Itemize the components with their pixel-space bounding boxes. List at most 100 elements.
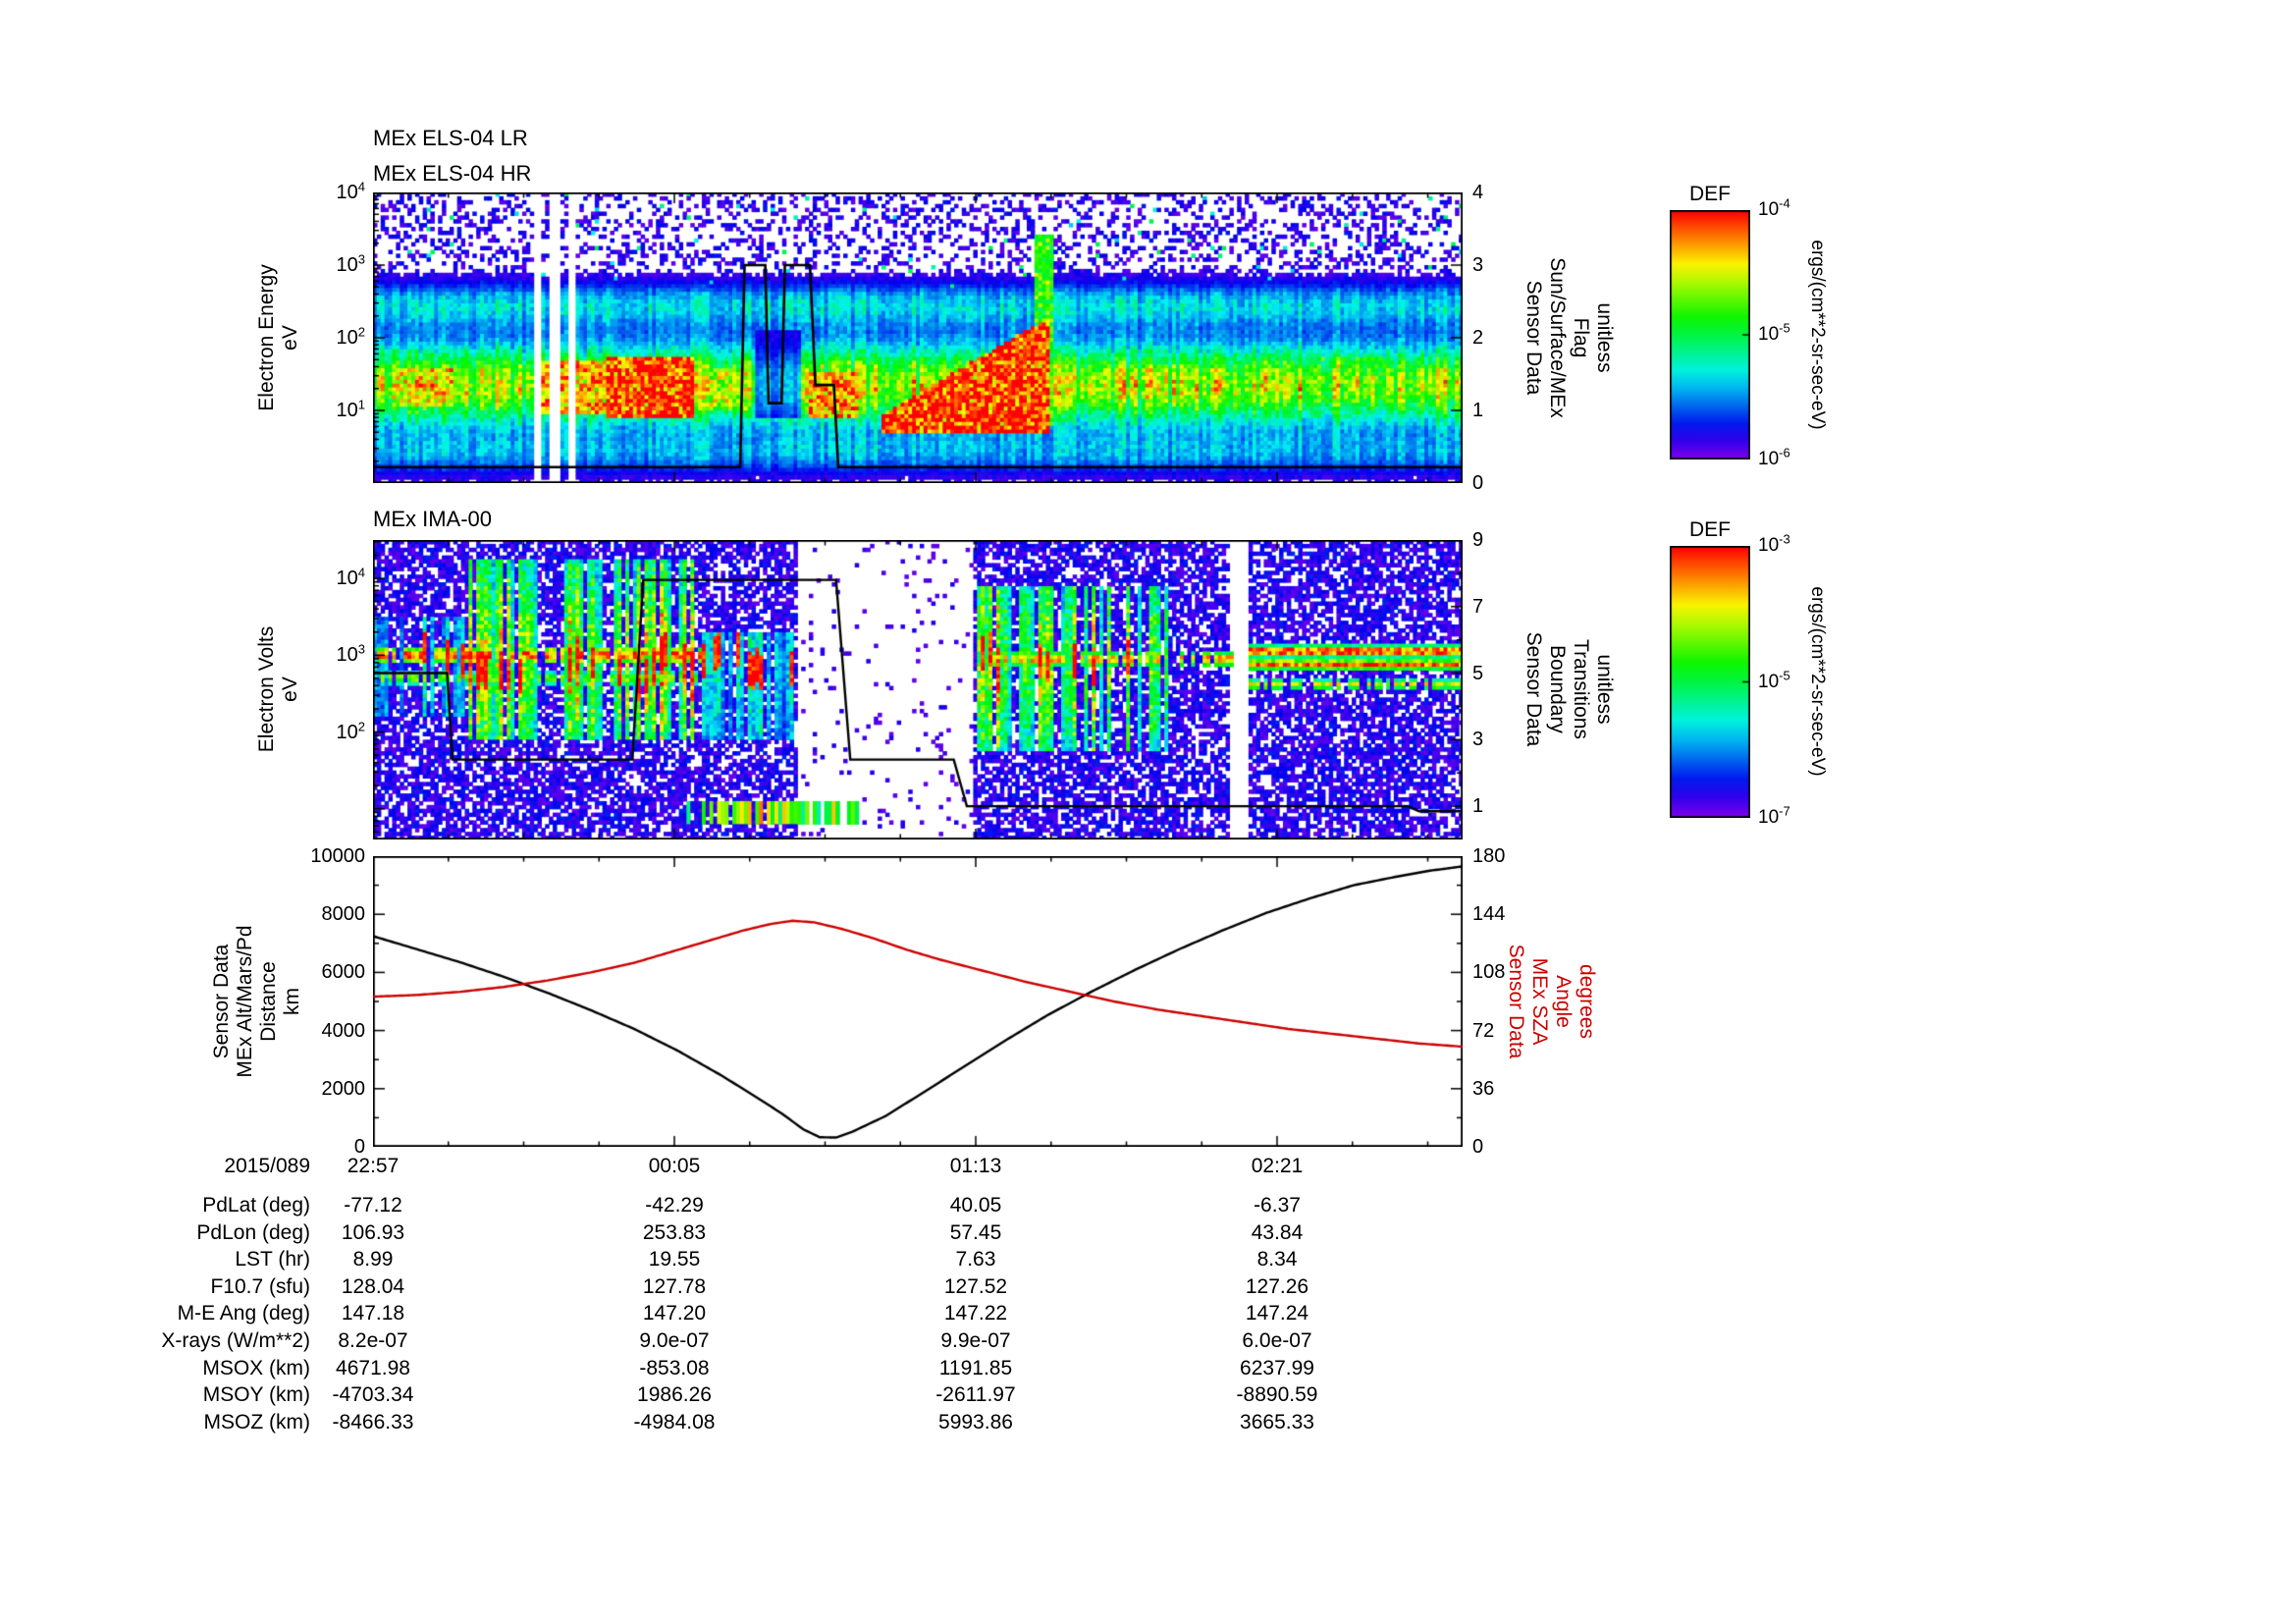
- els-y-tick-label: 103: [336, 251, 365, 276]
- table-cell: 147.18: [341, 1302, 405, 1325]
- els-y-axis-label-line: eV: [279, 325, 301, 351]
- sza-tick-label: 0: [1472, 1136, 1484, 1158]
- ima-spectrogram-canvas: [373, 540, 1463, 839]
- table-cell: 4671.98: [336, 1356, 410, 1380]
- sza-tick-label: 108: [1472, 961, 1506, 984]
- ima-y-axis-label-line: eV: [279, 676, 301, 702]
- table-cell: 147.24: [1245, 1302, 1309, 1325]
- els-colorbar-title: DEF: [1689, 183, 1731, 205]
- ima-colorbar: [1670, 546, 1750, 818]
- ima-right-axis-label-line: unitless: [1593, 654, 1616, 725]
- time-tick-label: 01:13: [949, 1155, 1002, 1177]
- table-cell: -8890.59: [1236, 1383, 1318, 1407]
- table-cell: 147.20: [642, 1302, 707, 1325]
- els-spectrogram-canvas: [373, 192, 1463, 483]
- table-cell: 57.45: [949, 1220, 1002, 1244]
- time-tick-label: 02:21: [1251, 1155, 1304, 1177]
- els-y-tick-label: 101: [336, 397, 365, 421]
- time-tick-label: 00:05: [648, 1155, 701, 1177]
- table-row-label: PdLat (deg): [202, 1194, 310, 1217]
- ima-colorbar-unit-text: ergs/(cm**2-sr-sec-eV): [1807, 586, 1828, 777]
- colorbar-tick-label: 10-3: [1758, 531, 1790, 556]
- table-row-label: M-E Ang (deg): [177, 1302, 310, 1325]
- table-cell: 5993.86: [938, 1410, 1013, 1434]
- table-cell: -77.12: [344, 1194, 402, 1217]
- table-row-label: F10.7 (sfu): [210, 1274, 310, 1298]
- table-cell: -853.08: [639, 1356, 710, 1380]
- table-cell: 1986.26: [637, 1383, 712, 1407]
- ephemeris-right-axis-label-line: MEx SZA: [1528, 957, 1551, 1046]
- table-cell: 8.99: [352, 1248, 394, 1271]
- table-cell: 9.9e-07: [940, 1329, 1011, 1352]
- table-cell: 7.63: [955, 1248, 996, 1271]
- els-flag-tick-label: 2: [1472, 327, 1484, 349]
- sza-tick-label: 72: [1472, 1019, 1495, 1042]
- time-tick-label: 22:57: [347, 1155, 400, 1177]
- ephemeris-left-axis-label-line: MEx Alt/Mars/Pd: [234, 925, 256, 1078]
- table-cell: 8.2e-07: [338, 1329, 408, 1352]
- table-cell: 127.52: [943, 1274, 1008, 1298]
- els-flag-tick-label: 1: [1472, 400, 1484, 421]
- table-row-label: LST (hr): [235, 1248, 310, 1271]
- els-y-axis-label-line: Electron Energy: [255, 264, 278, 411]
- table-cell: 6237.99: [1240, 1356, 1314, 1380]
- table-cell: -2611.97: [935, 1383, 1016, 1407]
- els-right-axis-label-line: Sensor Data: [1522, 280, 1545, 396]
- ima-colorbar-unit-label: ergs/(cm**2-sr-sec-eV): [1805, 586, 1829, 776]
- ima-y-tick-label: 104: [336, 565, 365, 590]
- els-right-axis-label-line: unitless: [1593, 302, 1616, 373]
- colorbar-tick-label: 10-6: [1758, 445, 1790, 469]
- table-cell: -6.37: [1254, 1194, 1301, 1217]
- ima-right-axis-label: Sensor Data Boundary Transitions unitles…: [1522, 632, 1616, 747]
- table-row-label: MSOZ (km): [203, 1410, 310, 1434]
- els-panel-title-lr: MEx ELS-04 LR: [373, 126, 528, 150]
- table-cell: 147.22: [943, 1302, 1008, 1325]
- ima-right-axis-label-line: Sensor Data: [1522, 631, 1545, 747]
- els-y-tick-label: 104: [336, 179, 365, 203]
- els-y-tick-label: 102: [336, 324, 365, 349]
- altitude-tick-label: 6000: [321, 961, 366, 984]
- ima-right-axis-label-line: Boundary: [1546, 645, 1569, 733]
- altitude-tick-label: 2000: [321, 1077, 366, 1100]
- ephemeris-right-axis-label-line: Sensor Data: [1505, 944, 1527, 1059]
- table-cell: -4703.34: [332, 1383, 414, 1407]
- ima-boundary-tick-label: 5: [1472, 662, 1484, 684]
- table-cell: 253.83: [642, 1220, 707, 1244]
- ima-y-axis-label-line: Electron Volts: [255, 625, 278, 753]
- table-cell: 1191.85: [938, 1356, 1013, 1380]
- table-cell: 3665.33: [1240, 1410, 1314, 1434]
- ephemeris-right-axis-label-line: Angle: [1552, 975, 1575, 1028]
- ephemeris-left-axis-label-line: Distance: [257, 961, 280, 1042]
- table-cell: 106.93: [341, 1220, 405, 1244]
- table-cell: 127.26: [1245, 1274, 1309, 1298]
- ima-boundary-tick-label: 3: [1472, 729, 1484, 751]
- table-cell: 19.55: [648, 1248, 701, 1271]
- ephemeris-left-axis-label: Sensor Data MEx Alt/Mars/Pd Distance km: [210, 925, 304, 1077]
- altitude-tick-label: 10000: [310, 845, 365, 867]
- sza-tick-label: 180: [1472, 845, 1506, 867]
- ima-y-tick-label: 102: [336, 718, 365, 743]
- els-flag-tick-label: 3: [1472, 254, 1484, 276]
- els-flag-tick-label: 0: [1472, 472, 1484, 494]
- table-row-label: MSOX (km): [202, 1356, 310, 1380]
- ima-boundary-tick-label: 9: [1472, 529, 1484, 551]
- ephemeris-right-axis-label: Sensor Data MEx SZA Angle degrees: [1504, 945, 1598, 1059]
- table-cell: 128.04: [341, 1274, 405, 1298]
- ima-y-tick-label: 103: [336, 641, 365, 667]
- sza-tick-label: 36: [1472, 1077, 1495, 1100]
- ima-boundary-tick-label: 1: [1472, 795, 1484, 818]
- ephemeris-chart-canvas: [373, 856, 1463, 1147]
- table-cell: -4984.08: [633, 1410, 716, 1434]
- els-y-axis-label: Electron Energy eV: [255, 264, 302, 410]
- els-colorbar-unit-label: ergs/(cm**2-sr-sec-eV): [1805, 240, 1829, 429]
- els-right-axis-label-line: Sun/Surface/MEx: [1546, 257, 1569, 418]
- els-panel-title-hr: MEx ELS-04 HR: [373, 161, 532, 186]
- colorbar-tick-label: 10-5: [1758, 320, 1790, 345]
- colorbar-tick-label: 10-4: [1758, 195, 1790, 220]
- ephemeris-left-axis-label-line: km: [281, 988, 303, 1016]
- sza-tick-label: 144: [1472, 903, 1506, 926]
- altitude-tick-label: 4000: [321, 1019, 366, 1042]
- els-colorbar-unit-text: ergs/(cm**2-sr-sec-eV): [1807, 240, 1828, 430]
- els-flag-tick-label: 4: [1472, 182, 1484, 203]
- els-right-axis-label-line: Flag: [1570, 317, 1592, 358]
